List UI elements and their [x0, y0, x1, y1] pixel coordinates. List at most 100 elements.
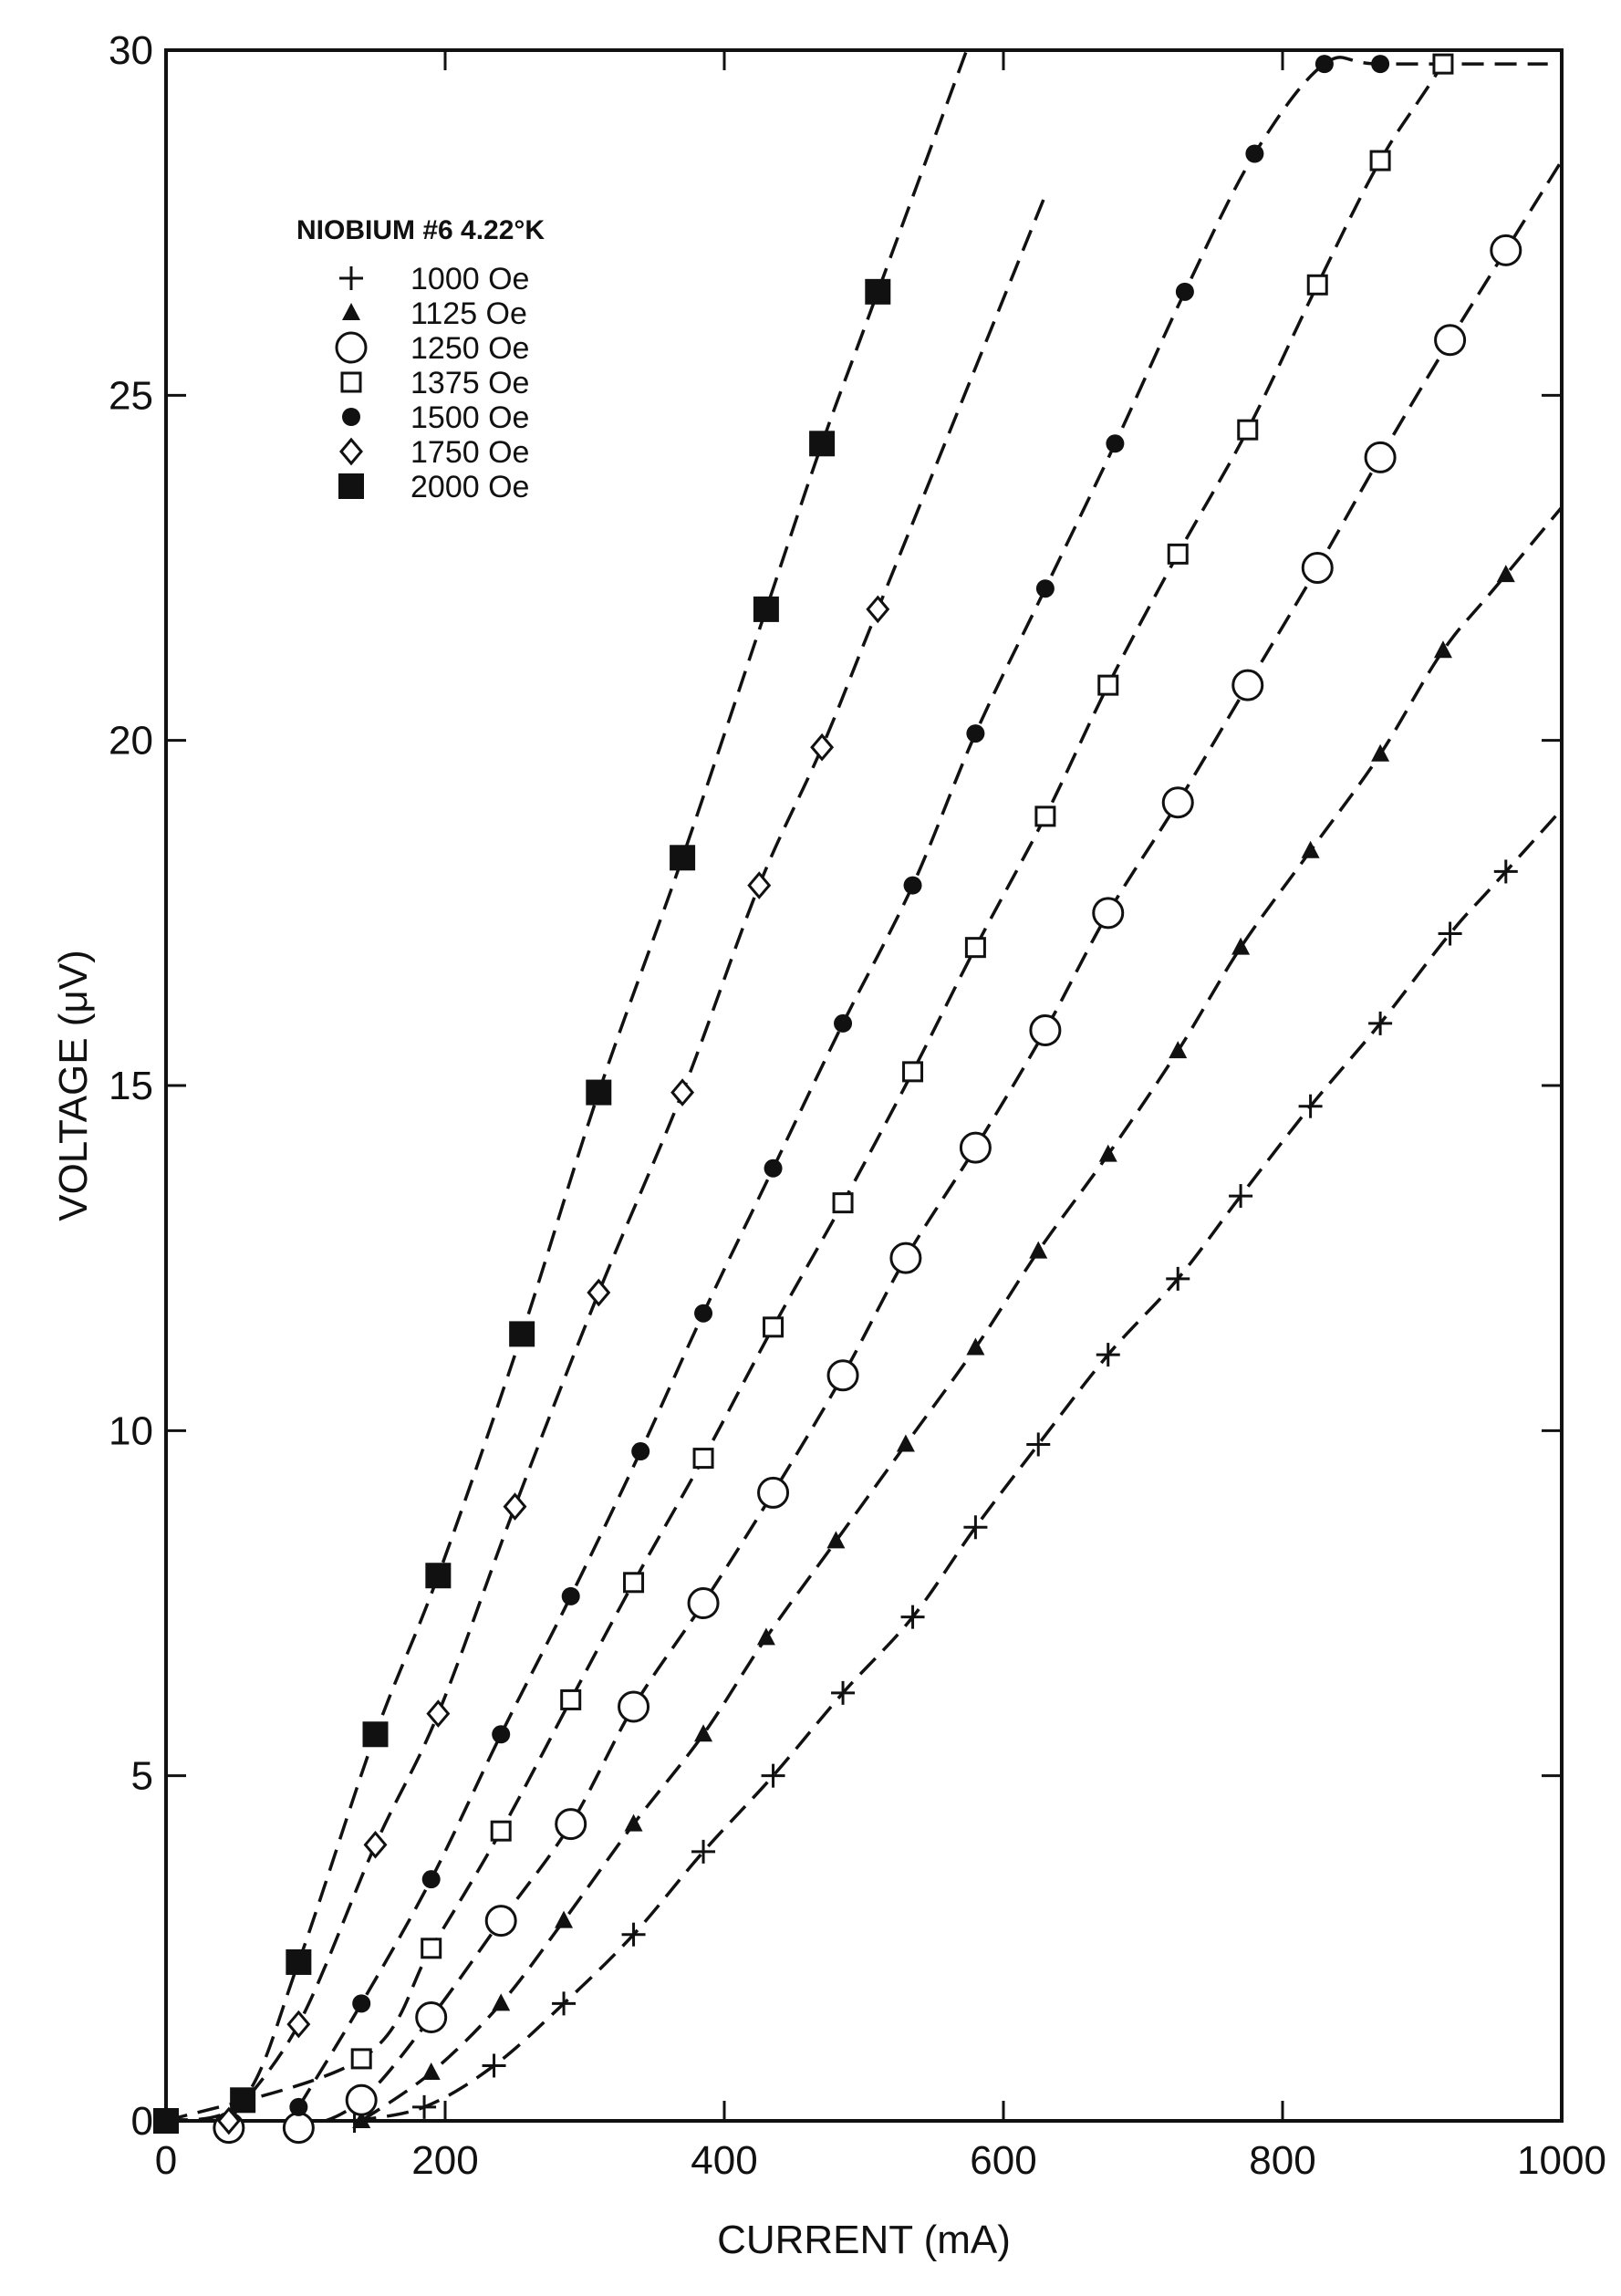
legend-marker-1250-oe: [335, 331, 368, 364]
point-1125-oe: [555, 1910, 574, 1928]
point-1750-oe: [363, 1831, 388, 1859]
legend-marker-1500-oe: [342, 408, 360, 426]
y-tick-label: 15: [109, 1064, 153, 1108]
point-1750-oe: [747, 871, 772, 899]
point-1125-oe: [1029, 1241, 1048, 1259]
point-1000-oe: [1096, 1343, 1120, 1367]
point-1125-oe: [1301, 840, 1320, 858]
legend-marker-2000-oe: [338, 473, 364, 499]
point-1250-oe: [1092, 897, 1125, 930]
curve-1125-oe: [360, 504, 1562, 2121]
point-1375-oe: [1034, 805, 1056, 827]
point-1500-oe: [1314, 55, 1334, 74]
curve-2000-oe: [166, 50, 969, 2121]
x-axis-title: CURRENT (mA): [717, 2218, 1011, 2262]
point-1250-oe: [687, 1587, 720, 1619]
point-1250-oe: [1161, 786, 1194, 819]
point-1375-oe: [350, 2048, 372, 2070]
point-1500-oe: [631, 1442, 650, 1461]
point-1500-oe: [1035, 579, 1055, 598]
point-1500-oe: [966, 724, 985, 743]
point-1000-oe: [761, 1763, 785, 1788]
point-1500-oe: [1106, 434, 1125, 453]
point-1125-oe: [624, 1813, 643, 1832]
point-2000-oe: [153, 2108, 179, 2134]
x-tick-label: 200: [411, 2138, 478, 2183]
point-1500-oe: [903, 876, 922, 895]
point-2000-oe: [753, 596, 779, 622]
curve-1750-oe: [227, 194, 1047, 2121]
point-1000-oe: [1026, 1432, 1051, 1457]
point-1125-oe: [756, 1627, 775, 1646]
point-2000-oe: [286, 1948, 312, 1975]
point-1125-oe: [826, 1531, 846, 1549]
point-2000-oe: [809, 431, 836, 457]
point-2000-oe: [670, 845, 696, 871]
legend-label-1000-oe: 1000 Oe: [410, 262, 529, 296]
y-tick-label: 25: [109, 373, 153, 418]
point-1375-oe: [1237, 419, 1259, 441]
point-1500-oe: [834, 1013, 853, 1033]
point-1250-oe: [1434, 324, 1467, 357]
point-1375-oe: [692, 1448, 714, 1470]
point-1250-oe: [1364, 441, 1397, 473]
point-1500-oe: [421, 1870, 441, 1889]
point-1375-oe: [490, 1820, 512, 1842]
point-1375-oe: [964, 937, 986, 959]
legend-title: NIOBIUM #6 4.22°K: [296, 215, 545, 245]
point-1375-oe: [763, 1316, 785, 1338]
point-2000-oe: [586, 1079, 612, 1106]
point-1125-oe: [966, 1337, 985, 1356]
point-1125-oe: [352, 2111, 371, 2128]
legend-marker-1000-oe: [339, 266, 363, 290]
point-1250-oe: [345, 2083, 378, 2116]
point-1125-oe: [1496, 565, 1515, 583]
x-tick-label: 600: [970, 2138, 1036, 2183]
point-2000-oe: [865, 278, 891, 305]
point-1750-oe: [426, 1699, 451, 1728]
x-tick-label: 0: [155, 2138, 177, 2183]
legend-marker-1125-oe: [342, 303, 360, 320]
curve-1000-oe: [354, 806, 1562, 2121]
point-1750-oe: [587, 1278, 611, 1307]
point-1500-oe: [694, 1304, 713, 1323]
point-1000-oe: [691, 1839, 716, 1864]
point-1500-oe: [1371, 55, 1390, 74]
point-1000-oe: [621, 1922, 646, 1947]
point-1125-oe: [694, 1724, 713, 1742]
point-1375-oe: [832, 1192, 854, 1214]
point-1250-oe: [1231, 669, 1264, 701]
point-1125-oe: [492, 1993, 511, 2011]
point-1375-oe: [902, 1061, 924, 1083]
legend-label-1250-oe: 1250 Oe: [410, 331, 529, 366]
point-1000-oe: [1438, 921, 1462, 946]
point-1000-oe: [900, 1605, 925, 1629]
point-1000-oe: [482, 2053, 506, 2078]
point-2000-oe: [509, 1321, 535, 1347]
point-1125-oe: [1098, 1144, 1117, 1162]
legend-marker-1375-oe: [340, 371, 362, 393]
point-1500-oe: [492, 1725, 511, 1744]
y-axis-title: VOLTAGE (μV): [51, 950, 96, 1221]
point-1000-oe: [552, 1991, 577, 2016]
point-1250-oe: [1490, 234, 1522, 266]
point-1250-oe: [282, 2112, 315, 2145]
point-1250-oe: [1029, 1013, 1062, 1046]
point-1125-oe: [1371, 743, 1390, 762]
point-1750-oe: [810, 732, 835, 762]
legend-label-2000-oe: 2000 Oe: [410, 470, 529, 504]
point-1500-oe: [561, 1586, 580, 1605]
point-1500-oe: [352, 1994, 371, 2013]
point-1375-oe: [1167, 543, 1189, 565]
point-1000-oe: [412, 2094, 437, 2119]
point-1375-oe: [1097, 674, 1119, 696]
point-1375-oe: [1369, 150, 1391, 171]
point-1750-oe: [866, 595, 890, 624]
point-1375-oe: [1432, 53, 1454, 75]
point-2000-oe: [425, 1563, 452, 1589]
point-1750-oe: [503, 1492, 527, 1521]
legend-marker-1750-oe: [339, 437, 363, 466]
